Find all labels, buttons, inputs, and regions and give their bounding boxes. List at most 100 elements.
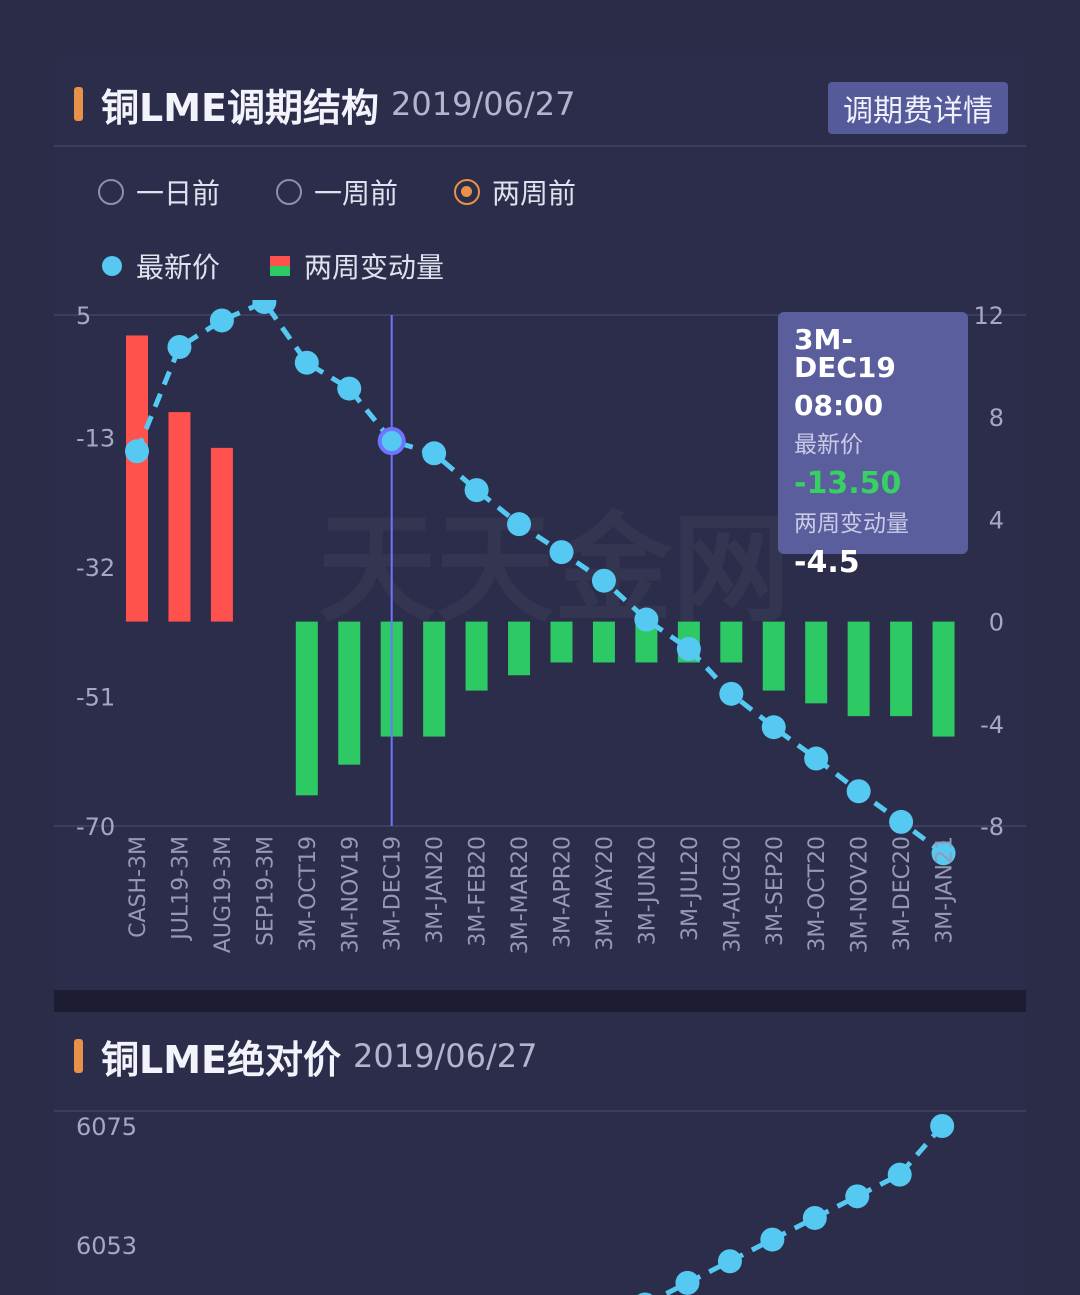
legend-price[interactable]: 最新价 (102, 246, 220, 286)
x-axis-label: 3M-SEP20 (763, 836, 788, 946)
price-point (167, 335, 192, 360)
chart-legend: 最新价 两周变动量 (102, 246, 494, 286)
price-point (804, 746, 829, 771)
price-point (760, 1227, 785, 1252)
term-structure-card: 铜LME调期结构 2019/06/27 调期费详情 一日前 一周前 两周前 最新… (54, 54, 1026, 990)
price-point (549, 540, 574, 565)
radio-circle-icon (98, 179, 124, 205)
change-bar (168, 412, 191, 622)
radio-one-week-ago[interactable]: 一周前 (276, 172, 398, 212)
left-axis-tick: -51 (76, 684, 115, 712)
price-point (337, 376, 362, 401)
radio-two-weeks-ago[interactable]: 两周前 (454, 172, 576, 212)
change-bar (210, 447, 233, 622)
price-point (252, 300, 277, 315)
radio-label: 两周前 (492, 177, 577, 210)
header-divider (54, 145, 1026, 147)
right-axis-tick: 12 (973, 302, 1004, 330)
change-bar (550, 621, 573, 663)
x-axis-label: AUG19-3M (211, 836, 236, 953)
change-bar (126, 335, 148, 622)
x-axis-label: 3M-MAR20 (508, 836, 533, 954)
x-axis-label: 3M-NOV19 (338, 836, 363, 953)
change-bar (720, 621, 743, 663)
price-point (930, 1114, 955, 1138)
price-point (209, 308, 234, 333)
left-axis-tick: -32 (76, 554, 115, 582)
price-point (675, 1270, 700, 1295)
change-bar (762, 621, 785, 691)
price-point (719, 681, 744, 706)
x-axis-label: 3M-OCT20 (805, 836, 830, 952)
change-bar (635, 621, 658, 663)
change-bar (932, 621, 955, 737)
absolute-price-header: 铜LME绝对价 2019/06/27 (74, 1032, 537, 1082)
tooltip-time: 08:00 (794, 389, 884, 422)
tooltip-change-label: 两周变动量 (794, 511, 909, 537)
x-axis-label: 3M-APR20 (551, 836, 576, 948)
price-point (676, 636, 701, 661)
legend-dot-icon (102, 256, 122, 276)
price-point (422, 441, 447, 466)
change-bar (847, 621, 870, 717)
x-axis-label: CASH-3M (126, 836, 151, 938)
legend-change-label: 两周变动量 (304, 251, 445, 284)
radio-circle-icon (276, 179, 303, 205)
x-axis-label: 3M-DEC20 (890, 836, 915, 951)
absolute-price-card: 铜LME绝对价 2019/06/27 6075 6053 (54, 1012, 1026, 1295)
legend-change[interactable]: 两周变动量 (270, 246, 444, 286)
left-axis-tick: -70 (76, 813, 115, 841)
price-point (507, 512, 532, 537)
price-point (887, 1162, 912, 1187)
x-axis-label: 3M-OCT19 (296, 836, 321, 952)
term-structure-title: 铜LME调期结构 (101, 85, 379, 130)
absolute-price-title: 铜LME绝对价 (101, 1037, 341, 1082)
x-axis-label: 3M-MAY20 (593, 836, 618, 951)
tooltip-price-value: -13.50 (794, 466, 902, 501)
price-point (294, 350, 319, 375)
change-bar (890, 621, 913, 717)
period-radio-group: 一日前 一周前 两周前 (98, 172, 632, 212)
chart-watermark: 天天金网 (318, 500, 790, 638)
x-axis-label: 3M-DEC19 (381, 836, 406, 951)
price-point (717, 1249, 742, 1274)
legend-square-icon (270, 256, 291, 276)
right-axis-tick: 0 (989, 609, 1004, 637)
term-structure-chart[interactable]: 天天金网 5 -13 -32 -51 -70 12 8 4 0 -4 -8 CASH-3M JUL19-3… (54, 300, 1026, 990)
absolute-price-chart[interactable]: 6075 6053 (54, 1105, 1026, 1295)
x-axis-label: 3M-NOV20 (848, 836, 873, 953)
change-bar (423, 621, 446, 737)
radio-label: 一日前 (136, 177, 221, 210)
x-axis-label: JUL19-3M (168, 836, 193, 942)
price-point (889, 809, 914, 834)
term-structure-date: 2019/06/27 (391, 85, 576, 123)
price-point (634, 607, 659, 632)
x-axis-label: SEP19-3M (253, 836, 278, 946)
radio-checked-icon (454, 179, 481, 205)
swap-fee-detail-button[interactable]: 调期费详情 (828, 82, 1008, 134)
x-axis-label: 3M-JUL20 (678, 836, 703, 941)
price-point (125, 439, 149, 464)
change-bar (508, 621, 531, 676)
section-separator (54, 990, 1026, 1012)
price-point-selected (377, 427, 406, 456)
x-axis-label: 3M-FEB20 (466, 836, 491, 947)
title-accent-bar (74, 1039, 83, 1073)
right-axis-tick: 4 (989, 506, 1004, 534)
legend-price-label: 最新价 (136, 251, 221, 284)
price-point (845, 1184, 870, 1209)
price-point (846, 779, 871, 804)
left-axis-tick: 6075 (76, 1113, 137, 1141)
left-axis-tick: 5 (76, 302, 91, 330)
change-bar (592, 621, 615, 663)
radio-one-day-ago[interactable]: 一日前 (98, 172, 220, 212)
x-axis-label: 3M-JUN20 (635, 836, 660, 945)
change-bar (338, 621, 361, 765)
tooltip-change-value: -4.5 (794, 545, 860, 580)
x-axis-label: 3M-AUG20 (720, 836, 745, 953)
price-point (802, 1205, 827, 1230)
chart-tooltip: 3M-DEC19 08:00 最新价 -13.50 两周变动量 -4.5 (778, 312, 968, 578)
change-bar (805, 621, 828, 704)
price-point (931, 841, 956, 866)
right-axis-tick: -8 (980, 813, 1004, 841)
